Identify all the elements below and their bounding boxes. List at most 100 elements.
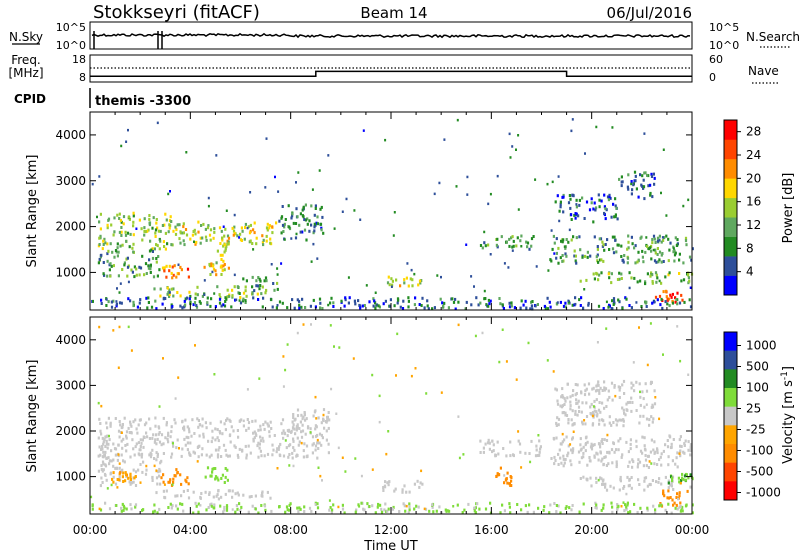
scatter-cell <box>133 476 136 480</box>
scatter-cell <box>613 235 616 239</box>
scatter-cell <box>620 505 623 508</box>
scatter-cell <box>547 269 550 272</box>
scatter-cell <box>592 272 595 276</box>
scatter-cell <box>597 478 600 482</box>
scatter-cell <box>201 447 204 451</box>
scatter-cell <box>380 510 384 514</box>
scatter-cell <box>669 483 672 487</box>
scatter-cell <box>530 439 533 443</box>
colorbar-swatch <box>724 178 737 199</box>
scatter-cell <box>220 258 223 261</box>
scatter-cell <box>567 451 570 455</box>
scatter-cell <box>330 296 333 300</box>
scatter-cell <box>225 297 228 301</box>
scatter-cell <box>630 486 633 490</box>
scatter-cell <box>530 304 533 308</box>
scatter-cell <box>235 298 238 301</box>
scatter-cell <box>470 275 473 278</box>
scatter-cell <box>214 427 217 431</box>
scatter-cell <box>282 385 285 388</box>
scatter-cell <box>646 245 649 248</box>
scatter-cell <box>556 416 559 420</box>
scatter-cell <box>149 263 152 267</box>
scatter-cell <box>654 450 657 454</box>
scatter-cell <box>308 506 312 510</box>
scatter-cell <box>302 415 305 419</box>
scatter-cell <box>314 503 317 506</box>
scatter-cell <box>477 303 480 307</box>
scatter-cell <box>320 433 323 437</box>
scatter-cell <box>630 396 633 400</box>
scatter-cell <box>553 241 556 245</box>
scatter-cell <box>621 383 624 387</box>
scatter-cell <box>268 430 271 434</box>
scatter-cell <box>130 268 133 272</box>
scatter-cell <box>524 504 527 508</box>
scatter-cell <box>172 444 175 448</box>
scatter-cell <box>119 471 122 475</box>
scatter-cell <box>616 506 619 510</box>
scatter-cell <box>195 304 198 307</box>
scatter-cell <box>118 212 121 216</box>
scatter-cell <box>564 413 567 417</box>
scatter-cell <box>402 299 405 303</box>
scatter-cell <box>298 506 301 510</box>
scatter-cell <box>615 460 618 464</box>
scatter-cell <box>548 511 551 515</box>
scatter-cell <box>451 297 454 301</box>
scatter-cell <box>597 458 600 462</box>
scatter-cell <box>626 401 629 405</box>
scatter-cell <box>163 266 166 270</box>
colorbar-swatch <box>724 406 737 426</box>
scatter-cell <box>265 137 268 140</box>
scatter-cell <box>186 441 189 445</box>
scatter-cell <box>98 507 101 511</box>
freq-panel: Freq. [MHz] 18 8 60 0 Nave <box>8 53 778 84</box>
scatter-cell <box>315 221 318 225</box>
scatter-cell <box>156 511 159 515</box>
scatter-cell <box>524 451 527 455</box>
scatter-cell <box>158 237 161 241</box>
scatter-cell <box>620 277 623 280</box>
scatter-cell <box>607 272 610 276</box>
scatter-cell <box>617 439 620 443</box>
scatter-cell <box>543 505 546 509</box>
scatter-cell <box>192 511 195 515</box>
scatter-cell <box>176 507 179 511</box>
scatter-cell <box>195 305 199 309</box>
scatter-cell <box>233 444 236 448</box>
scatter-cell <box>127 297 130 301</box>
scatter-cell <box>180 268 183 272</box>
scatter-cell <box>239 232 242 236</box>
scatter-cell <box>639 173 642 177</box>
scatter-cell <box>161 224 164 227</box>
scatter-cell <box>255 284 258 288</box>
scatter-cell <box>648 418 651 422</box>
scatter-cell <box>220 229 223 233</box>
colorbar-tick-label: 8 <box>746 241 754 255</box>
scatter-cell <box>639 449 643 453</box>
scatter-cell <box>236 429 239 432</box>
scatter-cell <box>599 451 602 455</box>
scatter-cell <box>167 433 170 437</box>
scatter-cell <box>297 171 300 174</box>
scatter-cell <box>227 242 230 246</box>
scatter-cell <box>193 432 196 435</box>
scatter-cell <box>662 239 665 242</box>
scatter-cell <box>491 450 494 454</box>
scatter-cell <box>179 265 182 269</box>
scatter-cell <box>229 433 232 437</box>
scatter-cell <box>172 273 175 277</box>
scatter-cell <box>519 239 522 243</box>
colorbar-tick-label: 1000 <box>746 339 777 353</box>
scatter-cell <box>255 242 258 246</box>
scatter-cell <box>650 462 653 465</box>
scatter-cell <box>654 251 657 255</box>
scatter-cell <box>257 455 260 459</box>
scatter-cell <box>158 431 161 434</box>
scatter-cell <box>106 223 109 227</box>
scatter-cell <box>638 460 642 464</box>
scatter-cell <box>180 482 183 486</box>
scatter-cell <box>122 222 125 226</box>
scatter-cell <box>123 506 126 510</box>
